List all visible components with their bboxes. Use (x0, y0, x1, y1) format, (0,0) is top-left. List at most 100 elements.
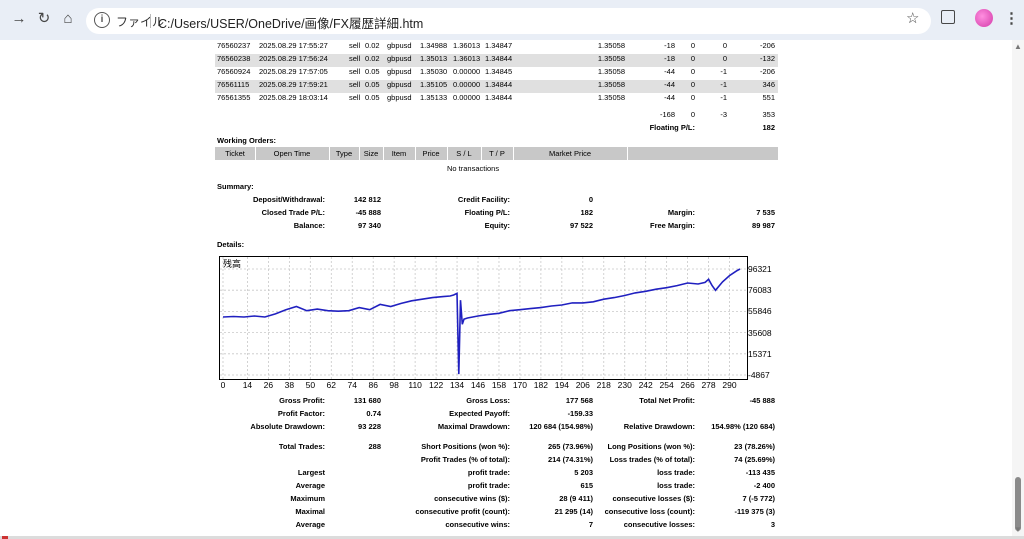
profit-factor-value: 0.74 (366, 409, 381, 418)
address-bar[interactable]: i ファイル C:/Users/USER/OneDrive/画像/FX履歴詳細.… (86, 8, 931, 34)
order-price: 1.35133 (420, 93, 448, 102)
details-title: Details: (217, 240, 245, 249)
order-time: 2025.08.29 17:56:24 (259, 54, 328, 63)
x-tick-label: 14 (242, 380, 253, 390)
row-shade (215, 80, 778, 93)
bookmark-star-icon[interactable]: ☆ (906, 10, 920, 27)
order-swap: 0 (722, 41, 727, 50)
average-consecutive-label: Average (295, 520, 325, 529)
largest-label: Largest (297, 468, 325, 477)
total-profit: 353 (762, 110, 775, 119)
reload-icon[interactable]: ↻ (37, 10, 51, 27)
order-type: sell (349, 93, 361, 102)
x-tick-label: 278 (701, 380, 716, 390)
report-page: 76560237 2025.08.29 17:55:27 sell 0.02 gbpus… (215, 40, 778, 536)
order-market: 1.35058 (597, 54, 625, 63)
deposit-value: 142 812 (353, 195, 381, 204)
x-tick-label: 98 (389, 380, 399, 390)
order-time: 2025.08.29 17:55:27 (259, 41, 328, 50)
x-tick-label: 206 (575, 380, 590, 390)
scroll-down-icon[interactable]: ▼ (1014, 525, 1022, 534)
order-market: 1.35058 (597, 67, 625, 76)
closed-value: -45 888 (355, 208, 381, 217)
order-tp: 1.34844 (485, 80, 513, 89)
status-strip (0, 536, 1024, 539)
floating-value: 182 (762, 123, 775, 132)
order-size: 0.05 (365, 93, 380, 102)
order-swap: -1 (720, 67, 727, 76)
order-ticket: 76560924 (217, 67, 251, 76)
order-swap: 0 (722, 54, 727, 63)
order-price: 1.35105 (420, 80, 448, 89)
free-margin-label: Free Margin: (649, 221, 695, 230)
average-loss-value: -2 400 (753, 481, 775, 490)
max-consecutive-losses-label: consecutive losses ($): (612, 494, 695, 503)
margin-value: 7 535 (756, 208, 775, 217)
order-type: sell (349, 54, 361, 63)
home-icon[interactable]: ⌂ (63, 10, 73, 27)
maximal-label: Maximal (295, 507, 325, 516)
x-tick-label: 266 (680, 380, 695, 390)
info-icon[interactable]: i (94, 12, 110, 28)
largest-profit-label: profit trade: (467, 468, 510, 477)
y-tick-label: 76083 (748, 285, 772, 296)
scroll-up-icon[interactable]: ▲ (1014, 42, 1022, 51)
gross-loss-label: Gross Loss: (466, 396, 510, 405)
menu-icon[interactable]: ⋮ (1004, 10, 1019, 27)
maximal-profit-value: 21 295 (14) (554, 507, 593, 516)
order-item: gbpusd (387, 80, 412, 89)
col-market-price: Market Price (513, 147, 628, 160)
closed-label: Closed Trade P/L: (261, 208, 325, 217)
loss-trades-label: Loss trades (% of total): (609, 455, 695, 464)
balance-value: 97 340 (358, 221, 381, 230)
url-text[interactable]: C:/Users/USER/OneDrive/画像/FX履歴詳細.htm (158, 17, 424, 31)
order-sl: 0.00000 (453, 80, 481, 89)
col-tp: T / P (481, 147, 514, 160)
loss-trades-value: 74 (25.69%) (734, 455, 775, 464)
x-tick-label: 170 (512, 380, 528, 390)
order-price: 1.34988 (420, 41, 448, 50)
total-swap: -3 (720, 110, 727, 119)
x-tick-label: 218 (596, 380, 611, 390)
average-label: Average (295, 481, 325, 490)
profit-trades-value: 214 (74.31%) (547, 455, 593, 464)
order-commission: -44 (664, 80, 675, 89)
average-loss-label: loss trade: (657, 481, 695, 490)
maximum-label: Maximum (290, 494, 325, 503)
order-profit: 346 (762, 80, 775, 89)
average-profit-label: profit trade: (467, 481, 510, 490)
order-ticket: 76561115 (217, 80, 250, 89)
order-item: gbpusd (387, 54, 412, 63)
profile-avatar[interactable] (975, 9, 993, 27)
order-sl: 1.36013 (453, 41, 481, 50)
avg-consecutive-wins-label: consecutive wins: (445, 520, 510, 529)
absolute-drawdown-label: Absolute Drawdown: (250, 422, 325, 431)
order-profit: -206 (759, 67, 775, 76)
order-size: 0.05 (365, 80, 380, 89)
net-profit-label: Total Net Profit: (639, 396, 695, 405)
deposit-label: Deposit/Withdrawal: (252, 195, 325, 204)
order-tp: 1.34844 (485, 93, 513, 102)
vertical-scrollbar[interactable]: ▲ ▼ (1012, 40, 1024, 536)
order-commission: -18 (664, 54, 675, 63)
y-tick-label: 35608 (748, 327, 772, 338)
order-type: sell (349, 41, 361, 50)
maximal-drawdown-value: 120 684 (154.98%) (529, 422, 593, 431)
max-consecutive-losses-value: 7 (-5 772) (742, 494, 775, 503)
order-price: 1.35013 (420, 54, 448, 63)
scroll-thumb[interactable] (1015, 477, 1021, 531)
col-item: Item (383, 147, 416, 160)
order-commission: -44 (664, 67, 675, 76)
order-price: 1.35030 (420, 67, 448, 76)
scheme-label: ファイル (116, 15, 165, 29)
order-item: gbpusd (387, 41, 412, 50)
col-price: Price (415, 147, 448, 160)
extensions-icon[interactable] (941, 10, 955, 24)
order-commission: -18 (664, 41, 675, 50)
total-taxes: 0 (690, 110, 695, 119)
gross-profit-label: Gross Profit: (279, 396, 325, 405)
order-profit: -132 (759, 54, 775, 63)
forward-icon[interactable]: → (11, 10, 27, 27)
avg-consecutive-losses-label: consecutive losses: (623, 520, 695, 529)
max-consecutive-wins-value: 28 (9 411) (559, 494, 593, 503)
